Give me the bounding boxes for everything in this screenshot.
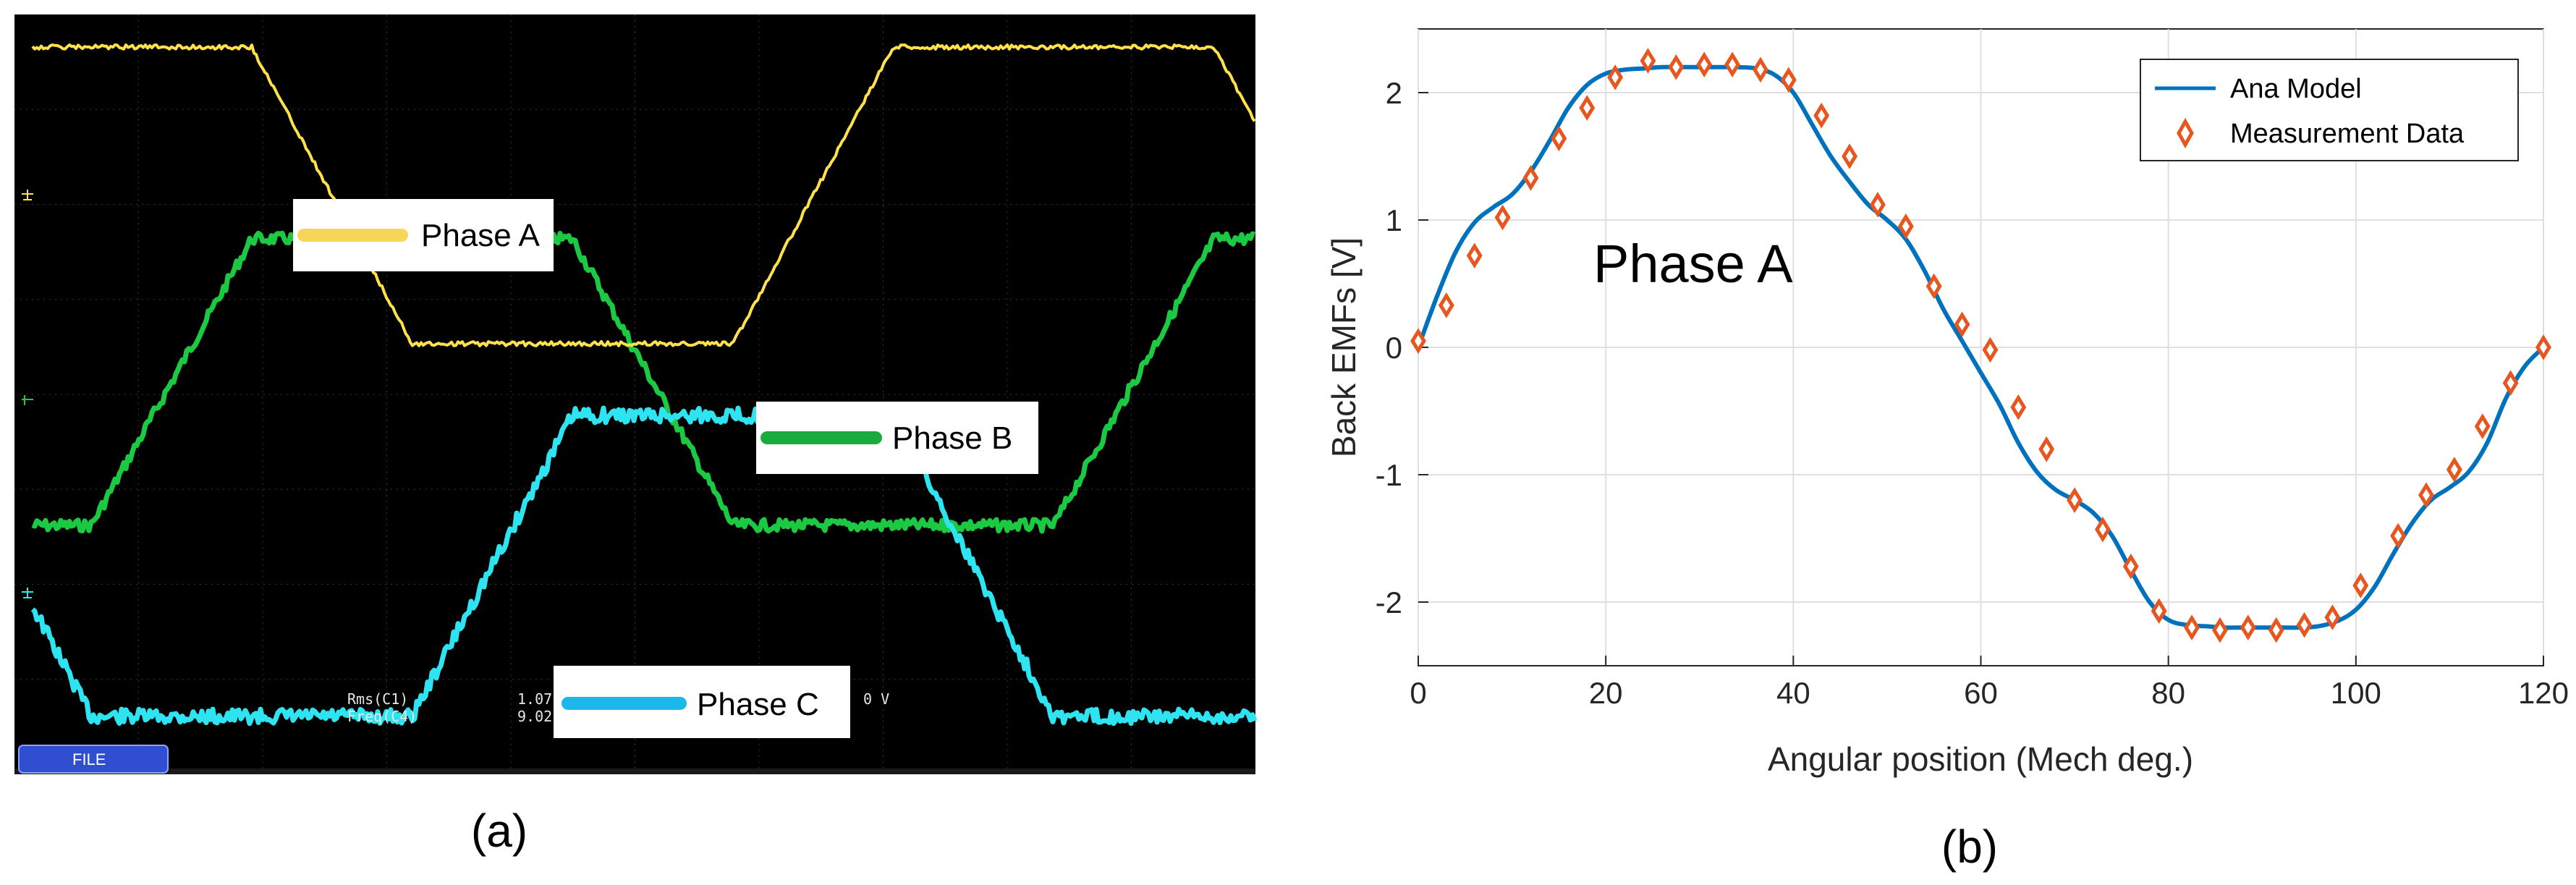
legend-phase-c-label: Phase C [697,687,819,722]
measurement-point [2502,370,2519,397]
caption-b: (b) [1941,821,1998,873]
scope-status-strip [14,768,1255,774]
measurement-point [1897,213,1914,240]
legend-measurement-swatch [2177,117,2194,149]
measurement-point [2184,614,2200,640]
legend-measurement-label: Measurement Data [2230,119,2465,149]
x-tick-label: 100 [2331,676,2381,710]
y-tick-label: 2 [1386,76,1402,110]
phase-b-ground-marker-icon [22,395,33,405]
measurement-point [1640,48,1656,74]
chart-series [1410,48,2551,643]
legend-phase-c: Phase C [554,666,850,738]
readout-suffix: 0 V [863,690,889,708]
x-axis-title: Angular position (Mech deg.) [1768,740,2193,778]
measurement-point [2474,413,2491,439]
chart-grid [1418,29,2544,666]
measurement-point [2418,482,2434,508]
y-tick-label: 1 [1386,203,1402,237]
x-tick-label: 20 [1589,676,1623,710]
measurement-point [1753,56,1768,83]
readout-freq-name: Freq(C4) [347,708,417,725]
channel-markers [22,190,33,598]
measurement-point [1724,51,1741,78]
measurement-point [1410,328,1426,354]
measurement-point [2151,598,2167,624]
phase-c-trace [30,405,1258,727]
measurement-point [2268,617,2284,643]
y-tick-label: 0 [1386,331,1402,365]
measurement-point [2122,553,2139,580]
legend-ana-model-label: Ana Model [2230,74,2362,104]
caption-a: (a) [471,805,528,857]
x-tick-label: 40 [1776,676,1810,710]
measurement-point [2067,487,2083,513]
measurement-point [2352,572,2369,598]
measurement-point [2324,604,2341,630]
scope-readout: Rms(C1) 1.07 Freq(C4) 9.02 0 V [347,690,889,725]
measurement-point [1607,64,1624,90]
phase-a-ground-marker-icon [22,190,33,200]
measurement-point [1579,95,1596,121]
back-emf-chart: 0 20 40 60 80 100 120 -2 -1 0 1 2 Phase A Angular p… [1325,28,2569,873]
measurement-point [1466,242,1483,269]
measurement-point [2446,457,2462,483]
measurement-point [1668,54,1685,80]
measurement-point [1438,292,1454,318]
y-axis-title: Back EMFs [V] [1325,237,1363,457]
measurement-point [1522,165,1539,191]
measurement-point [2010,394,2027,420]
measurement-point [1780,67,1797,93]
oscilloscope-panel: Rms(C1) 1.07 Freq(C4) 9.02 0 V FILE Phas… [14,14,1258,857]
measurement-point [1696,51,1713,78]
legend-phase-a-label: Phase A [421,218,541,253]
measurement-point [2296,611,2313,638]
measurement-point [2095,516,2111,543]
y-tick-label: -1 [1376,458,1402,492]
y-tick-label: -2 [1376,585,1402,619]
measurement-point [2390,522,2407,549]
readout-rms-name: Rms(C1) [347,690,408,708]
file-button[interactable]: FILE [18,745,169,774]
measurement-point [1842,143,1858,169]
measurement-point [1954,311,1970,338]
legend-phase-b-label: Phase B [892,420,1012,456]
x-tick-label: 80 [2151,676,2185,710]
measurement-point [2240,614,2256,640]
ana-model-line [1416,64,2546,630]
readout-rms-value: 1.07 [517,690,552,708]
measurement-point [2212,617,2228,643]
measurement-point [2038,436,2055,462]
phase-a-trace [31,43,1256,347]
x-tick-label: 120 [2518,676,2569,710]
x-tick-label: 60 [1964,676,1998,710]
x-tick-label: 0 [1410,676,1426,710]
chart-annotation: Phase A [1593,234,1793,294]
measurement-point [1925,273,1942,300]
chart-legend: Ana Model Measurement Data [2140,59,2519,161]
phase-b-trace [31,230,1256,534]
chart-ticks: 0 20 40 60 80 100 120 -2 -1 0 1 2 [1376,76,2569,710]
measurement-point [1494,204,1511,231]
readout-freq-value: 9.02 [517,708,552,725]
measurement-point [1813,102,1830,129]
scope-traces [30,43,1258,727]
phase-c-ground-marker-icon [22,588,33,598]
measurement-point [1551,125,1567,152]
measurement-point [1982,336,1999,363]
legend-phase-b: Phase B [756,402,1038,474]
legend-phase-a: Phase A [293,199,554,271]
measurement-point [1870,192,1886,218]
measurement-point [2535,334,2551,360]
file-button-label[interactable]: FILE [72,750,106,768]
